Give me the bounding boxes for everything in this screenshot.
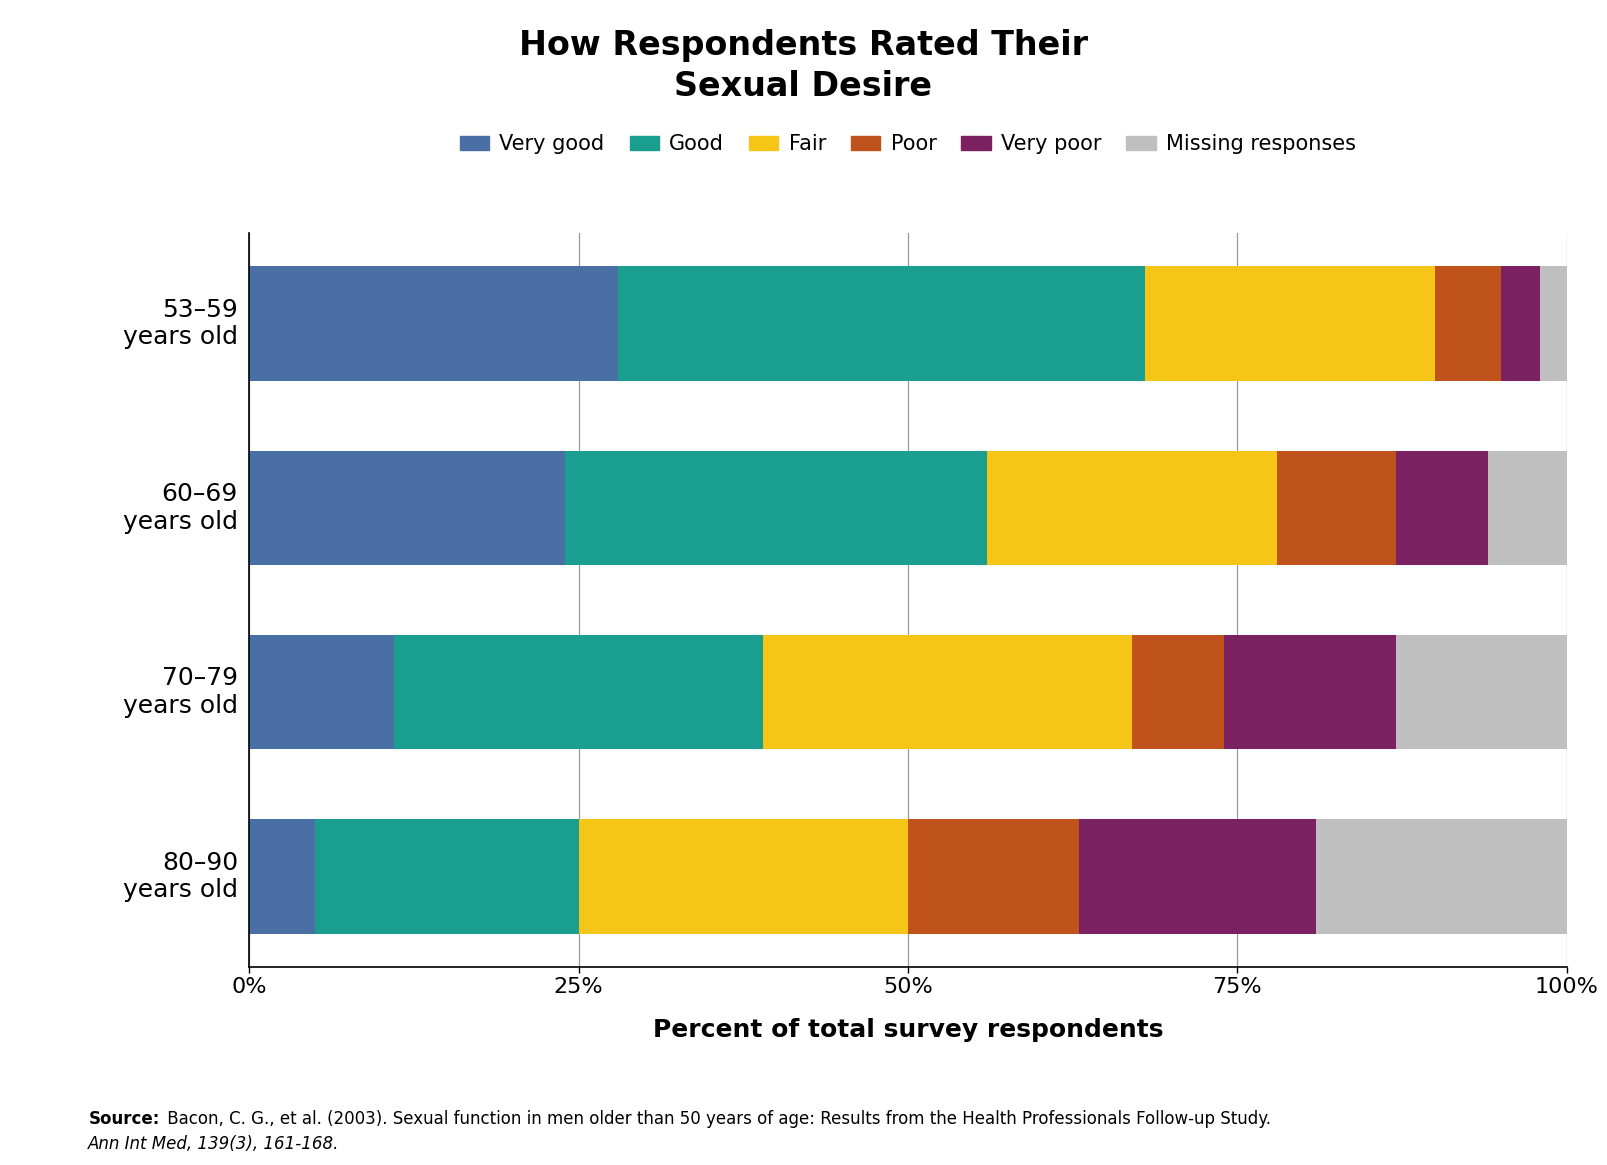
Bar [1278,451,1395,565]
Text: Source:: Source: [88,1110,159,1128]
X-axis label: Percent of total survey respondents: Percent of total survey respondents [652,1018,1163,1043]
Bar [1146,267,1435,381]
Bar [249,635,394,749]
Bar [394,635,763,749]
Bar [987,451,1278,565]
Bar [763,635,1131,749]
Bar [1488,451,1567,565]
Bar [1501,267,1541,381]
Bar [1395,635,1567,749]
Bar [249,819,315,933]
Text: Ann Int Med, 139(3), 161-168.: Ann Int Med, 139(3), 161-168. [88,1136,339,1153]
Text: Bacon, C. G., et al. (2003). Sexual function in men older than 50 years of age: : Bacon, C. G., et al. (2003). Sexual func… [162,1110,1271,1128]
Bar [579,819,908,933]
Bar [1541,267,1567,381]
Bar [1316,819,1567,933]
Bar [619,267,1146,381]
Bar [1225,635,1395,749]
Bar [908,819,1080,933]
Bar [1080,819,1316,933]
Bar [1131,635,1225,749]
Text: How Respondents Rated Their
Sexual Desire: How Respondents Rated Their Sexual Desir… [519,29,1088,103]
Legend: Very good, Good, Fair, Poor, Very poor, Missing responses: Very good, Good, Fair, Poor, Very poor, … [452,126,1364,163]
Bar [566,451,987,565]
Bar [1395,451,1488,565]
Bar [1435,267,1501,381]
Bar [249,267,619,381]
Bar [315,819,579,933]
Bar [249,451,566,565]
